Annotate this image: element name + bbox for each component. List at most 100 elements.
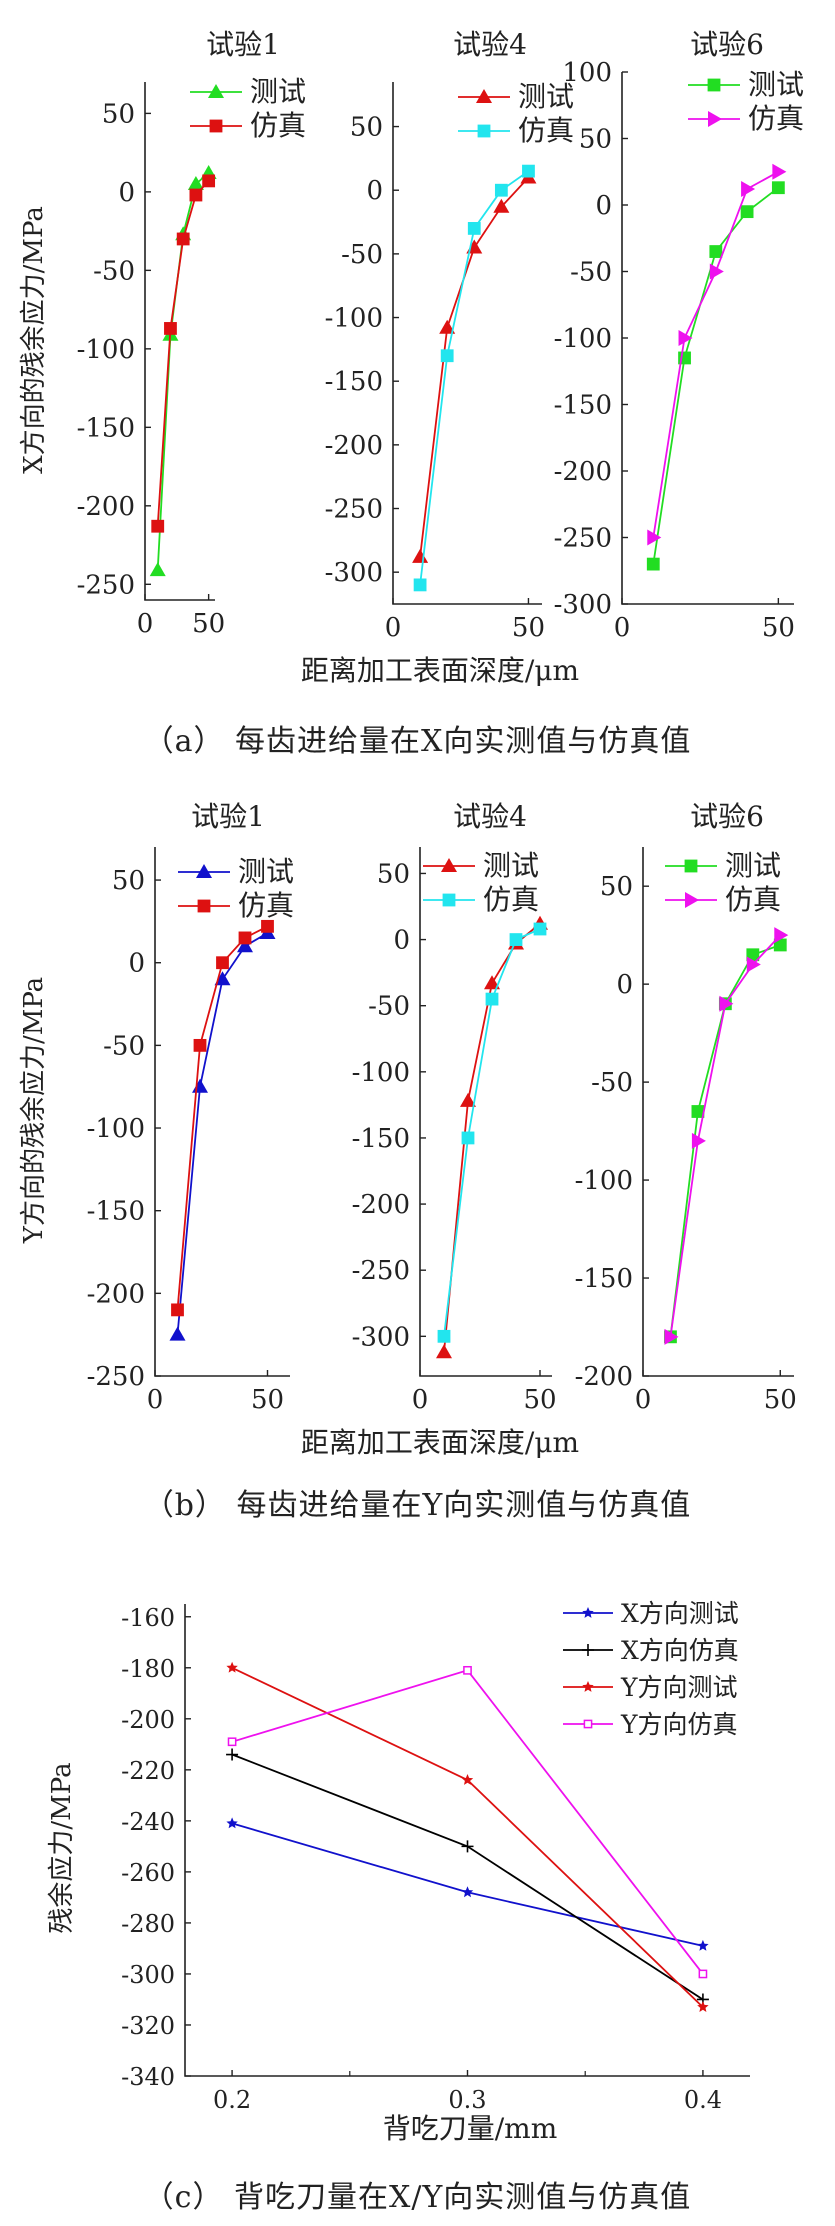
data-point: [509, 933, 523, 946]
data-point: [171, 1303, 184, 1317]
data-point: [214, 971, 231, 986]
y-tick-label: -50: [341, 240, 383, 270]
legend-label: 仿真: [518, 114, 574, 147]
data-point: [226, 1817, 238, 1829]
data-point: [463, 1665, 472, 1675]
data-point: [678, 330, 693, 346]
data-point: [187, 176, 204, 191]
y-tick-label: -260: [121, 1859, 175, 1887]
data-point: [740, 205, 754, 219]
y-tick-label: -180: [121, 1655, 175, 1683]
y-tick-label: 50: [112, 866, 145, 896]
y-tick-label: 0: [128, 949, 145, 979]
y-tick-label: -50: [103, 1031, 145, 1061]
axis-frame: [621, 72, 794, 605]
data-point: [697, 1939, 709, 1951]
legend-marker: [196, 864, 212, 878]
data-point: [493, 198, 510, 213]
x-tick-label: 50: [192, 609, 225, 639]
legend-marker: [685, 892, 699, 908]
legend-label: 仿真: [250, 109, 306, 142]
panel-title: 试验4: [453, 28, 527, 61]
series-line: [652, 171, 779, 538]
data-point: [151, 519, 165, 533]
y-tick-label: -150: [87, 1197, 145, 1227]
data-point: [149, 562, 166, 577]
panel-title: 试验1: [206, 28, 280, 61]
data-point: [261, 919, 274, 933]
y-tick-label: 0: [616, 970, 633, 1000]
caption-b: （b） 每齿进给量在Y向实测值与仿真值: [0, 1480, 835, 1524]
y-tick-label: -300: [121, 1961, 175, 1989]
y-tick-label: -200: [554, 457, 612, 487]
data-point: [771, 181, 785, 195]
data-point: [664, 1328, 679, 1345]
y-tick-label: -200: [121, 1706, 175, 1734]
legend-marker: [442, 893, 456, 907]
data-point: [467, 222, 481, 235]
data-point: [189, 188, 203, 202]
y-tick-label: -150: [77, 413, 135, 443]
legend-label: 仿真: [725, 883, 781, 916]
data-point: [709, 263, 724, 280]
y-tick-label: 0: [595, 191, 612, 221]
data-point: [226, 1748, 239, 1761]
legend-marker: [684, 859, 698, 873]
y-tick-label: -50: [368, 992, 410, 1022]
caption-a-prefix: （a）: [143, 724, 225, 759]
y-tick-label: -200: [575, 1362, 633, 1392]
x-tick-label: 50: [523, 1385, 556, 1415]
y-tick-label: -240: [121, 1808, 175, 1836]
legend-marker: [582, 1681, 594, 1692]
x-tick-label: 0: [147, 1385, 164, 1415]
data-point: [533, 922, 547, 936]
y-tick-label: 50: [350, 113, 383, 143]
caption-b-text: 每齿进给量在Y向实测值与仿真值: [236, 1488, 692, 1523]
legend-label: X方向仿真: [621, 1636, 739, 1665]
legend-box: [553, 1601, 749, 1759]
legend-marker: [582, 1607, 594, 1618]
y-tick-label: -150: [575, 1264, 633, 1294]
y-tick-label: -150: [325, 367, 383, 397]
caption-a-text: 每齿进给量在X向实测值与仿真值: [235, 724, 692, 759]
data-point: [646, 557, 660, 571]
y-axis-label: 残余应力/MPa: [47, 1762, 77, 1933]
y-axis-label: X方向的残余应力/MPa: [19, 206, 49, 474]
y-tick-label: -200: [87, 1279, 145, 1309]
data-point: [437, 1329, 451, 1343]
y-tick-label: -160: [121, 1604, 175, 1632]
data-point: [238, 931, 252, 945]
y-tick-label: -100: [77, 335, 135, 365]
x-tick-label: 50: [512, 613, 545, 643]
y-axis-label: Y方向的残余应力/MPa: [19, 977, 49, 1244]
y-tick-label: -150: [554, 391, 612, 421]
y-tick-label: -100: [575, 1166, 633, 1196]
series-line: [652, 186, 779, 565]
data-point: [719, 995, 734, 1012]
data-point: [460, 1092, 476, 1107]
y-tick-label: -150: [352, 1124, 410, 1154]
data-point: [774, 927, 789, 944]
x-axis-label: 背吃刀量/mm: [383, 2112, 558, 2145]
y-tick-label: 0: [118, 178, 135, 208]
data-point: [772, 163, 787, 180]
legend-marker: [476, 89, 492, 103]
axis-frame: [419, 847, 552, 1377]
x-tick-label: 0: [137, 609, 154, 639]
legend-marker: [208, 84, 224, 98]
legend-label: 测试: [483, 849, 539, 882]
y-tick-label: -220: [121, 1757, 175, 1785]
data-point: [485, 992, 499, 1006]
data-point: [709, 245, 723, 258]
panel-title: 试验1: [191, 800, 265, 833]
y-tick-label: -280: [121, 1910, 175, 1938]
data-point: [746, 948, 760, 962]
y-tick-label: -50: [591, 1068, 633, 1098]
series-line: [443, 928, 541, 1337]
y-tick-label: -250: [554, 524, 612, 554]
x-tick-label: 0.3: [448, 2086, 486, 2114]
data-point: [237, 938, 253, 953]
data-point: [439, 319, 456, 334]
y-tick-label: 50: [377, 859, 410, 889]
data-point: [461, 1131, 475, 1145]
